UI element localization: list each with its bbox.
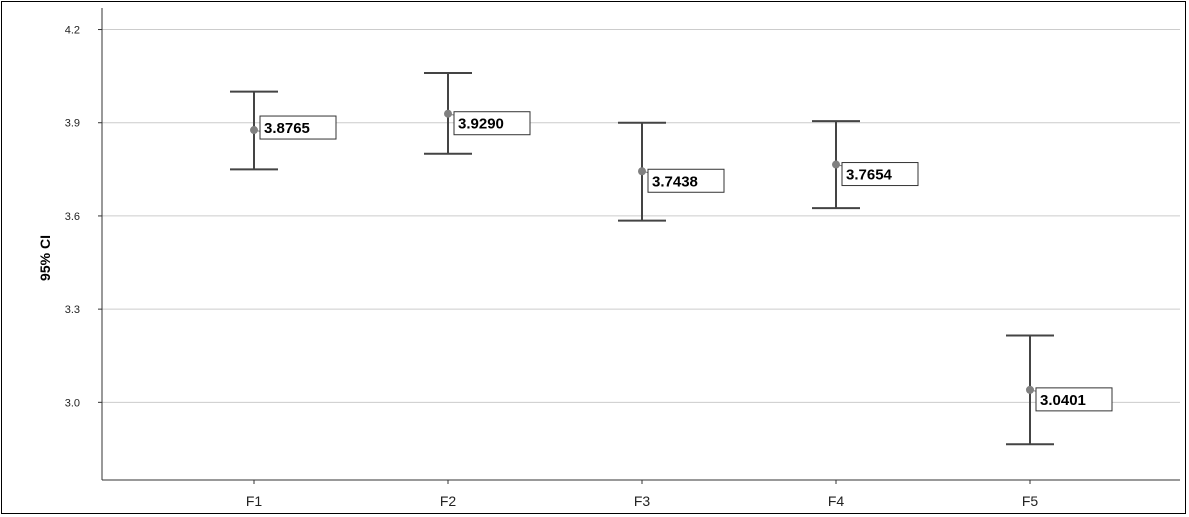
y-tick-label: 4.2 bbox=[65, 25, 80, 37]
axes bbox=[101, 8, 1180, 481]
y-tick-label: 3.9 bbox=[65, 118, 80, 130]
mean-value-label-box bbox=[841, 162, 919, 187]
mean-value-label: 3.7654 bbox=[846, 167, 893, 184]
y-tick-labels: 3.0 3.3 3.6 3.9 4.2 bbox=[65, 25, 80, 410]
mean-value-label-box bbox=[647, 168, 725, 193]
x-tick-label: F4 bbox=[828, 493, 845, 509]
mean-value-label: 3.8765 bbox=[264, 120, 310, 137]
mean-value-label-box bbox=[453, 111, 531, 136]
gridlines bbox=[98, 29, 1180, 403]
x-tick-label: F2 bbox=[440, 493, 457, 509]
y-tick-label: 3.3 bbox=[65, 304, 80, 316]
x-tick-labels: F1 F2 F3 F4 F5 bbox=[246, 480, 1039, 509]
mean-value-label-box bbox=[1035, 387, 1113, 412]
y-axis-title: 95% CI bbox=[37, 235, 53, 281]
mean-value-label: 3.0401 bbox=[1040, 392, 1086, 409]
y-tick-label: 3.0 bbox=[65, 397, 80, 409]
mean-value-label: 3.7438 bbox=[652, 173, 698, 190]
y-tick-label: 3.6 bbox=[65, 211, 80, 223]
mean-value-labels: 3.8765 3.9290 3.7438 3.7654 3.0401 bbox=[259, 111, 1113, 412]
x-tick-label: F1 bbox=[246, 493, 263, 509]
mean-value-label-box bbox=[259, 115, 337, 140]
mean-value-label: 3.9290 bbox=[458, 116, 504, 133]
x-tick-label: F3 bbox=[634, 493, 651, 509]
x-tick-label: F5 bbox=[1022, 493, 1039, 509]
error-bars bbox=[230, 72, 1054, 446]
